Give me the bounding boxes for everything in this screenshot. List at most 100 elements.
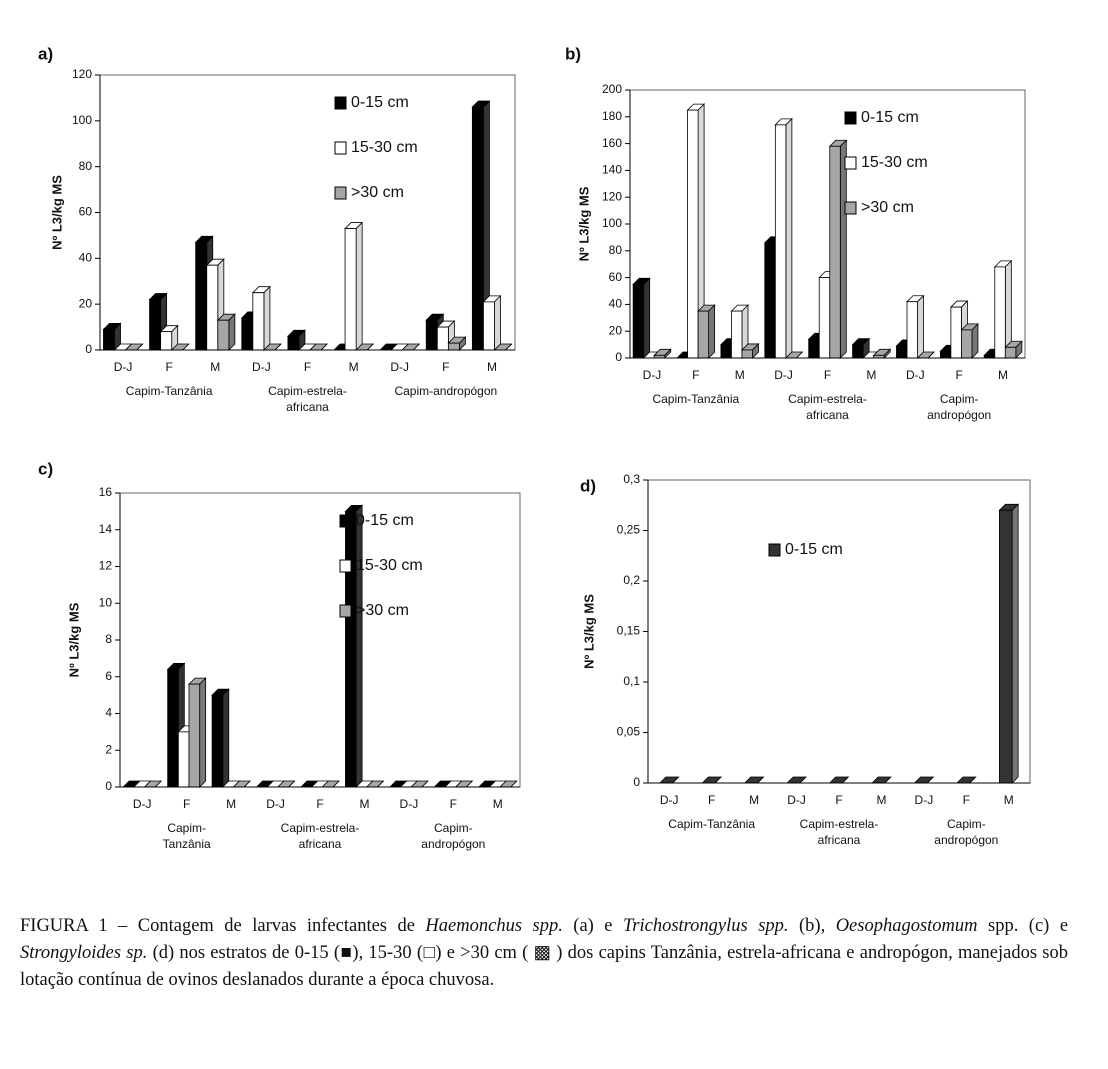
bar bbox=[436, 326, 449, 351]
plot-area bbox=[99, 74, 516, 351]
x-tick-label: F bbox=[450, 797, 457, 811]
legend-label: 15-30 cm bbox=[861, 154, 928, 171]
bar-side bbox=[274, 343, 282, 351]
legend-label: >30 cm bbox=[356, 602, 409, 619]
bar bbox=[764, 242, 776, 359]
x-tick-label: D-J bbox=[400, 797, 419, 811]
legend-marker bbox=[334, 96, 347, 110]
caption-text: spp. (c) e bbox=[977, 916, 1069, 936]
bar bbox=[217, 319, 230, 351]
legend-label: 0-15 cm bbox=[785, 541, 843, 558]
y-axis-label: Nº L3/kg MS bbox=[581, 594, 596, 669]
x-tick-label: D-J bbox=[643, 368, 662, 382]
group-label: africana bbox=[806, 408, 849, 422]
y-tick-label: 160 bbox=[602, 136, 622, 150]
bar bbox=[939, 350, 952, 359]
x-tick-label: M bbox=[226, 797, 236, 811]
bar-side bbox=[796, 351, 803, 359]
bar bbox=[950, 306, 962, 359]
bar-side bbox=[413, 343, 420, 351]
x-tick-label: M bbox=[210, 360, 220, 374]
x-tick-label: M bbox=[876, 793, 886, 807]
bar-side bbox=[366, 343, 374, 351]
bar-side bbox=[672, 776, 679, 784]
bar bbox=[483, 301, 495, 351]
x-tick-label: D-J bbox=[906, 368, 925, 382]
y-tick-label: 200 bbox=[602, 82, 622, 96]
legend-marker bbox=[844, 111, 857, 125]
bar-side bbox=[505, 343, 512, 351]
x-tick-label: D-J bbox=[915, 793, 934, 807]
x-tick-label: F bbox=[183, 797, 190, 811]
legend-marker bbox=[339, 604, 352, 618]
legend-marker bbox=[844, 201, 857, 215]
bar-side bbox=[927, 351, 935, 359]
y-tick-label: 80 bbox=[609, 243, 623, 257]
y-axis-label: Nº L3/kg MS bbox=[49, 175, 64, 250]
caption-text: (b), bbox=[788, 916, 836, 936]
plot-area bbox=[647, 479, 1031, 784]
y-tick-label: 100 bbox=[602, 216, 622, 230]
x-tick-label: F bbox=[165, 360, 172, 374]
x-tick-label: F bbox=[708, 793, 715, 807]
bar-side bbox=[136, 343, 143, 351]
y-tick-label: 180 bbox=[602, 109, 622, 123]
y-tick-label: 120 bbox=[72, 67, 92, 81]
legend-marker bbox=[844, 156, 857, 170]
legend-label: 0-15 cm bbox=[861, 109, 919, 126]
group-label: Capim-Tanzânia bbox=[652, 392, 739, 406]
bar-side bbox=[926, 776, 934, 784]
bar bbox=[896, 345, 908, 359]
x-tick-label: F bbox=[963, 793, 970, 807]
bar bbox=[188, 683, 201, 788]
caption-text: (d) nos estratos de 0-15 (■), 15-30 (□) … bbox=[20, 943, 1068, 990]
legend-marker bbox=[334, 186, 347, 200]
bar-side bbox=[228, 313, 236, 351]
bar bbox=[632, 283, 645, 359]
bar bbox=[160, 331, 173, 351]
y-tick-label: 120 bbox=[602, 189, 622, 203]
bar bbox=[741, 349, 753, 359]
bar-side bbox=[799, 776, 807, 784]
bar bbox=[994, 266, 1006, 359]
bar bbox=[206, 264, 219, 351]
x-tick-label: D-J bbox=[266, 797, 285, 811]
x-tick-label: M bbox=[487, 360, 497, 374]
y-tick-label: 0 bbox=[105, 779, 112, 793]
panel-label: b) bbox=[565, 44, 581, 63]
legend-label: 15-30 cm bbox=[356, 557, 423, 574]
y-tick-label: 2 bbox=[105, 742, 112, 756]
y-tick-label: 80 bbox=[79, 159, 93, 173]
bar bbox=[720, 344, 732, 359]
x-tick-label: F bbox=[835, 793, 842, 807]
bar-side bbox=[199, 677, 207, 788]
bar-side bbox=[243, 780, 251, 788]
bar-side bbox=[917, 294, 924, 359]
x-tick-label: M bbox=[998, 368, 1008, 382]
bar-side bbox=[421, 780, 429, 788]
bar bbox=[697, 310, 710, 359]
x-tick-label: D-J bbox=[774, 368, 793, 382]
legend-marker bbox=[768, 543, 781, 557]
bar bbox=[687, 109, 699, 359]
y-tick-label: 0 bbox=[633, 775, 640, 789]
panel-label: d) bbox=[580, 476, 596, 495]
bar-side bbox=[969, 776, 976, 784]
x-tick-label: D-J bbox=[390, 360, 409, 374]
bar-side bbox=[355, 221, 363, 351]
y-tick-label: 8 bbox=[105, 632, 112, 646]
group-label: Capim-estrela- bbox=[281, 821, 360, 835]
bar-side bbox=[971, 322, 979, 359]
bar bbox=[818, 277, 831, 359]
group-label: africana bbox=[818, 833, 861, 847]
y-tick-label: 4 bbox=[105, 706, 112, 720]
group-label: Capim-Tanzânia bbox=[126, 384, 213, 398]
group-label: andropógon bbox=[927, 408, 991, 422]
x-tick-label: F bbox=[316, 797, 323, 811]
bar bbox=[287, 335, 300, 351]
group-label: Capim-andropógon bbox=[394, 384, 497, 398]
x-tick-label: M bbox=[1004, 793, 1014, 807]
bar bbox=[906, 301, 918, 359]
